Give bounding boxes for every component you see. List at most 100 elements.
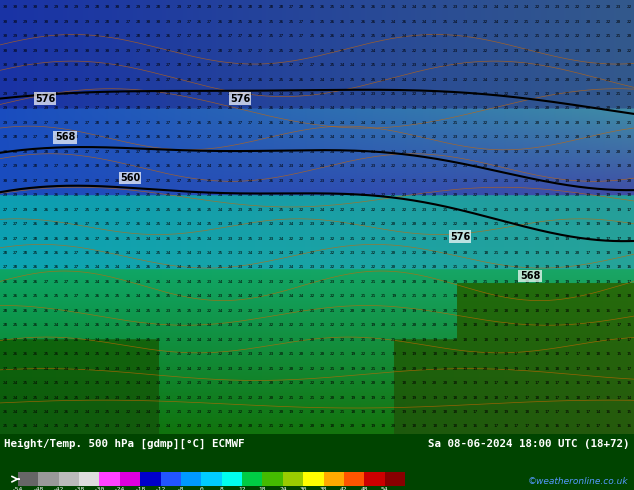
Text: 25: 25 (94, 367, 100, 370)
Text: 19: 19 (463, 410, 468, 414)
Text: 16: 16 (616, 424, 621, 428)
Text: 18: 18 (534, 395, 540, 399)
Text: 28: 28 (23, 92, 28, 96)
Text: 27: 27 (299, 34, 304, 38)
Text: 16: 16 (606, 309, 611, 313)
Text: 21: 21 (585, 135, 591, 139)
Text: 23: 23 (381, 150, 386, 154)
Text: 26: 26 (360, 5, 366, 9)
Text: 24: 24 (166, 395, 171, 399)
Text: 25: 25 (207, 208, 212, 212)
Text: 18: 18 (483, 251, 488, 255)
Text: 20: 20 (606, 5, 611, 9)
Text: 30: 30 (64, 34, 69, 38)
Text: 21: 21 (453, 208, 458, 212)
Text: 19: 19 (595, 92, 601, 96)
Text: 25: 25 (136, 179, 141, 183)
Text: 23: 23 (422, 121, 427, 125)
Text: 24: 24 (197, 164, 202, 168)
Text: 27: 27 (136, 49, 141, 52)
Text: 21: 21 (350, 280, 356, 284)
Text: 27: 27 (176, 179, 181, 183)
Text: 15: 15 (616, 367, 621, 370)
Text: 29: 29 (23, 135, 28, 139)
Text: -42: -42 (53, 487, 65, 490)
Text: 20: 20 (514, 237, 519, 241)
Text: 26: 26 (115, 237, 120, 241)
Text: 27: 27 (54, 309, 59, 313)
Text: 28: 28 (146, 135, 151, 139)
Bar (222, 472, 242, 486)
Text: 27: 27 (105, 193, 110, 197)
Text: 18: 18 (360, 424, 366, 428)
Text: 21: 21 (309, 352, 314, 356)
Text: 23: 23 (340, 222, 345, 226)
Text: 26: 26 (146, 164, 151, 168)
Text: 24: 24 (248, 179, 253, 183)
Text: 28: 28 (33, 208, 39, 212)
Text: 23: 23 (493, 121, 498, 125)
Text: 17: 17 (524, 424, 529, 428)
Text: 28: 28 (54, 106, 59, 110)
Text: 17: 17 (595, 424, 601, 428)
Text: 29: 29 (43, 164, 49, 168)
Text: 20: 20 (422, 193, 427, 197)
Text: 25: 25 (166, 338, 171, 342)
Text: 23: 23 (115, 381, 120, 385)
Text: 27: 27 (166, 49, 171, 52)
Text: 21: 21 (238, 395, 243, 399)
Text: 22: 22 (340, 150, 345, 154)
Text: 21: 21 (350, 266, 356, 270)
Text: 21: 21 (453, 266, 458, 270)
Text: 29: 29 (115, 150, 120, 154)
Text: 22: 22 (299, 309, 304, 313)
Text: 22: 22 (473, 179, 478, 183)
Text: 21: 21 (381, 395, 386, 399)
Text: 18: 18 (585, 237, 591, 241)
Text: 23: 23 (473, 49, 478, 52)
Text: 22: 22 (514, 150, 519, 154)
Text: 25: 25 (197, 266, 202, 270)
Text: 24: 24 (33, 381, 39, 385)
Text: 20: 20 (514, 121, 519, 125)
Text: 26: 26 (228, 106, 233, 110)
Text: 24: 24 (228, 150, 233, 154)
Text: 25: 25 (278, 208, 284, 212)
Text: 19: 19 (320, 424, 325, 428)
Text: 19: 19 (524, 338, 529, 342)
Text: 24: 24 (299, 135, 304, 139)
Text: 26: 26 (84, 135, 89, 139)
Text: 21: 21 (422, 150, 427, 154)
Text: 21: 21 (493, 222, 498, 226)
Text: 23: 23 (371, 164, 376, 168)
Text: 30: 30 (3, 5, 8, 9)
Text: 38: 38 (320, 487, 327, 490)
Text: 23: 23 (575, 20, 580, 24)
Text: 24: 24 (299, 179, 304, 183)
Text: 24: 24 (228, 135, 233, 139)
Text: 22: 22 (330, 179, 335, 183)
Text: 20: 20 (503, 251, 509, 255)
Text: 29: 29 (136, 63, 141, 67)
Text: 26: 26 (84, 280, 89, 284)
Text: 30: 30 (43, 5, 49, 9)
Text: 19: 19 (350, 352, 356, 356)
Text: 18: 18 (503, 309, 509, 313)
Text: 29: 29 (74, 106, 79, 110)
Text: 29: 29 (64, 106, 69, 110)
Text: 25: 25 (43, 338, 49, 342)
Text: 21: 21 (381, 294, 386, 298)
Text: 23: 23 (115, 424, 120, 428)
Text: 20: 20 (575, 63, 580, 67)
Text: 26: 26 (84, 251, 89, 255)
Text: 19: 19 (565, 237, 570, 241)
Text: 22: 22 (524, 150, 529, 154)
Text: 22: 22 (207, 367, 212, 370)
Text: 18: 18 (453, 381, 458, 385)
Text: 19: 19 (473, 237, 478, 241)
Text: 24: 24 (278, 237, 284, 241)
Text: 30: 30 (13, 106, 18, 110)
Text: 20: 20 (626, 34, 631, 38)
Text: 26: 26 (309, 20, 314, 24)
Text: 26: 26 (176, 77, 181, 81)
